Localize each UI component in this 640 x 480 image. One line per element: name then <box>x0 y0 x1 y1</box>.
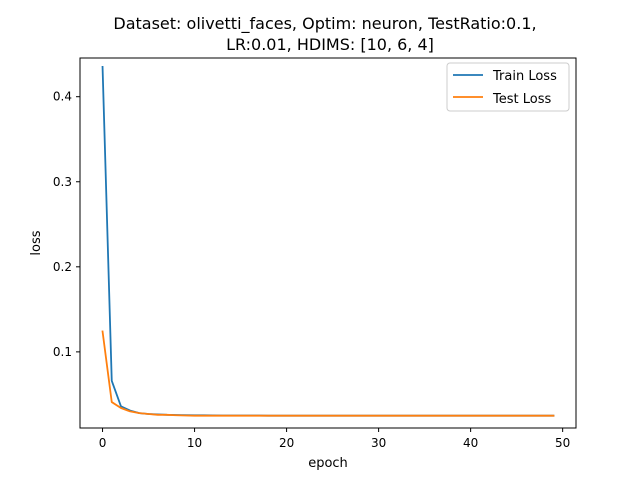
x-tick-label: 30 <box>371 436 386 450</box>
y-axis-label: loss <box>29 230 44 255</box>
x-tick-label: 20 <box>279 436 294 450</box>
x-axis-label: epoch <box>308 456 348 471</box>
chart-title: Dataset: olivetti_faces, Optim: neuron, … <box>113 14 536 34</box>
x-tick-label: 50 <box>555 436 570 450</box>
y-tick-label: 0.1 <box>53 345 72 359</box>
legend-label-test-loss: Test Loss <box>492 92 551 107</box>
y-tick-label: 0.3 <box>53 175 72 189</box>
axes-frame <box>79 57 577 429</box>
y-tick-label: 0.4 <box>53 90 72 104</box>
legend: Train Loss Test Loss <box>446 62 570 112</box>
x-tick-label: 10 <box>187 436 202 450</box>
axis-ticks: 0 10 20 30 40 50 0.1 0.2 0.3 0.4 <box>53 90 570 450</box>
x-tick-label: 0 <box>99 436 107 450</box>
series-lines <box>101 66 555 417</box>
y-tick-label: 0.2 <box>53 260 72 274</box>
chart-subtitle: LR:0.01, HDIMS: [10, 6, 4] <box>226 35 434 54</box>
x-tick-label: 40 <box>463 436 478 450</box>
legend-label-train-loss: Train Loss <box>492 69 557 84</box>
series-line-test-loss <box>101 330 555 417</box>
